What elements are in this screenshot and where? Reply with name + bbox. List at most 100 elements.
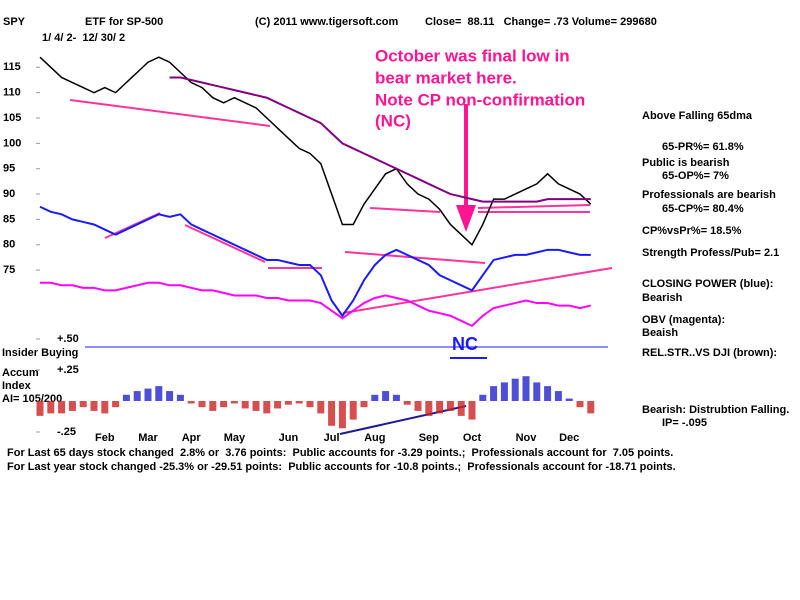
y-tick-label: 95 [3, 163, 15, 175]
bar [220, 401, 228, 408]
series-line [39, 56, 592, 246]
bar [263, 401, 271, 414]
quote: Close= 88.11 Change= .73 Volume= 299680 [425, 16, 657, 28]
panel-label: Index [2, 380, 32, 392]
y-tick-label: 100 [3, 137, 21, 149]
x-tick-label: Apr [182, 432, 202, 444]
bar [230, 401, 238, 404]
bar [284, 401, 292, 405]
panel-label: AI= 105/200 [2, 393, 62, 405]
sidebar-text: REL.STR..VS DJI (brown): [642, 347, 777, 359]
bar [522, 376, 530, 401]
sidebar-text: Beaish [642, 327, 678, 339]
bar [446, 401, 454, 411]
bar [576, 401, 584, 408]
bar [166, 391, 174, 401]
date-range: 1/ 4/ 2- 12/ 30/ 2 [42, 32, 125, 44]
sidebar-text: 65-OP%= 7% [662, 170, 729, 182]
y-tick-label: 80 [3, 239, 15, 251]
bar [554, 391, 562, 401]
bar [144, 388, 152, 401]
annotation-line: Note CP non-confirmation [375, 90, 585, 109]
annotation-line: bear market here. [375, 68, 517, 87]
bar [565, 398, 573, 401]
annotation-line: October was final low in [375, 46, 570, 65]
sidebar-text: 65-PR%= 61.8% [662, 141, 744, 153]
series-line [39, 205, 591, 318]
bar [414, 401, 422, 411]
sidebar-text: Bearish [642, 292, 683, 304]
bar [155, 386, 163, 401]
sidebar-text: IP= -.095 [662, 417, 707, 429]
y-tick-label: 105 [3, 112, 21, 124]
bar [360, 401, 368, 408]
panel-label: Accum [2, 367, 39, 379]
bar [198, 401, 206, 408]
bar [187, 401, 195, 404]
y-tick-label: +.25 [57, 364, 79, 376]
bar [457, 401, 465, 416]
bar [36, 401, 44, 416]
bar [479, 394, 487, 401]
bar [544, 386, 552, 401]
y-tick-label: 115 [3, 61, 21, 73]
bar [112, 401, 120, 408]
sidebar-text: CP%vsPr%= 18.5% [642, 225, 742, 237]
bar [403, 401, 411, 405]
bar [371, 394, 379, 401]
bar [209, 401, 217, 411]
bar [274, 401, 282, 409]
bar [317, 401, 325, 414]
bar [176, 394, 184, 401]
sidebar-text: Above Falling 65dma [642, 110, 753, 122]
bar [122, 394, 130, 401]
y-tick-label: -.25 [57, 426, 76, 438]
x-tick-label: Dec [559, 432, 579, 444]
footer-line: For Last year stock changed -25.3% or -2… [7, 461, 676, 473]
nc-label: NC [452, 334, 478, 354]
bar [500, 382, 508, 401]
bar [58, 401, 66, 414]
x-tick-label: Mar [138, 432, 158, 444]
bar [511, 378, 519, 401]
bar [328, 401, 336, 426]
bar [338, 401, 346, 429]
x-tick-label: Oct [463, 432, 482, 444]
x-tick-label: Jul [324, 432, 340, 444]
y-tick-label: 85 [3, 213, 15, 225]
bar [241, 401, 249, 409]
y-tick-label: 110 [3, 87, 21, 99]
bar [349, 401, 357, 420]
series-line [40, 281, 592, 328]
bar [101, 401, 109, 414]
symbol: SPY [3, 16, 26, 28]
sidebar-text: Bearish: Distrubtion Falling. [642, 404, 789, 416]
x-tick-label: Sep [419, 432, 439, 444]
bar [295, 401, 303, 404]
copyright: (C) 2011 www.tigersoft.com [255, 16, 398, 28]
bar [47, 401, 55, 414]
y-tick-label: 90 [3, 188, 15, 200]
bar [425, 401, 433, 416]
panel-label: Insider Buying [2, 347, 78, 359]
bar [587, 401, 595, 414]
bar [392, 394, 400, 401]
bar [306, 401, 314, 408]
bar [68, 401, 76, 411]
bar [252, 401, 260, 411]
bar [79, 401, 87, 408]
series-line [169, 76, 591, 203]
bar [468, 401, 476, 420]
trend-lines [69, 99, 613, 435]
x-tick-label: May [224, 432, 246, 444]
sidebar-text: CLOSING POWER (blue): [642, 278, 773, 290]
bar [436, 401, 444, 414]
bar [90, 401, 98, 411]
annotation-line: (NC) [375, 111, 411, 130]
x-tick-label: Feb [95, 432, 115, 444]
bar [382, 391, 390, 401]
x-tick-label: Aug [364, 432, 385, 444]
bar [533, 382, 541, 401]
description: ETF for SP-500 [85, 16, 163, 28]
